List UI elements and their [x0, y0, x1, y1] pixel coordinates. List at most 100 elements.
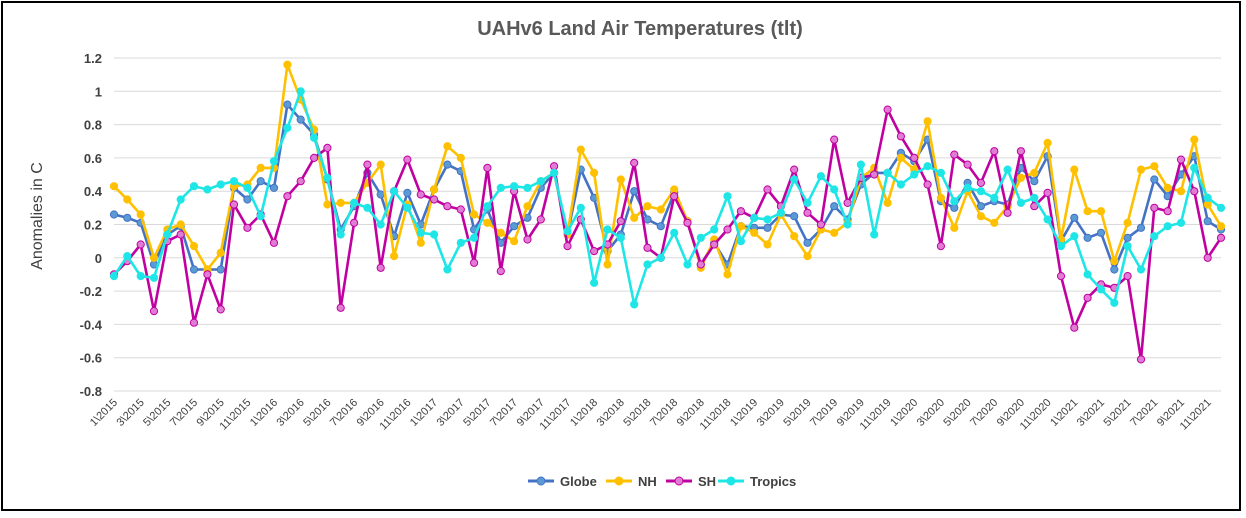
data-point [283, 100, 292, 109]
data-point [1016, 198, 1026, 207]
data-point [1136, 165, 1146, 174]
legend-marker [726, 476, 736, 486]
x-tick-label: 5\2019 [781, 397, 813, 429]
data-point [1150, 175, 1159, 184]
data-point [616, 233, 625, 242]
data-point [229, 200, 239, 209]
data-point [1083, 207, 1092, 216]
data-point [643, 260, 652, 269]
data-point [870, 230, 879, 239]
data-point [1096, 285, 1106, 294]
data-point [1176, 155, 1186, 164]
data-point [229, 177, 239, 186]
data-point [910, 170, 919, 179]
x-tick-label: 3\2021 [1075, 397, 1107, 429]
data-point [336, 230, 345, 239]
data-point [189, 265, 199, 274]
data-point [1136, 223, 1146, 232]
data-point [176, 220, 185, 229]
data-point [483, 163, 492, 172]
data-point [456, 238, 465, 247]
data-point [216, 305, 225, 314]
data-point [123, 213, 132, 222]
data-point [149, 307, 159, 316]
data-point [1070, 323, 1079, 332]
data-point [483, 218, 492, 227]
data-point [216, 265, 225, 274]
x-tick-label: 5\2021 [1101, 397, 1133, 429]
data-point [443, 142, 452, 151]
series-tropics [109, 87, 1226, 309]
data-point [470, 233, 479, 242]
data-point [883, 105, 892, 114]
data-point [830, 185, 839, 194]
y-tick-label: -0.2 [80, 284, 102, 299]
data-point [750, 228, 759, 237]
data-point [790, 175, 799, 184]
data-point [603, 260, 612, 269]
data-point [590, 168, 599, 177]
data-point [456, 153, 465, 162]
legend-item-sh: SH [666, 474, 716, 489]
data-point [670, 228, 679, 237]
legend-label: Globe [560, 474, 597, 489]
data-point [763, 215, 772, 224]
data-point [1190, 163, 1199, 172]
y-tick-label: 1.2 [84, 51, 102, 66]
data-point [323, 200, 332, 209]
data-point [883, 198, 892, 207]
data-point [990, 218, 999, 227]
data-point [136, 240, 145, 249]
data-point [763, 185, 772, 194]
x-tick-label: 1\2016 [248, 397, 280, 429]
data-point [563, 227, 572, 236]
data-point [283, 192, 292, 201]
data-point [1163, 207, 1172, 216]
data-point [296, 177, 305, 186]
data-point [950, 223, 959, 232]
data-point [296, 115, 305, 124]
data-point [443, 265, 452, 274]
data-point [656, 253, 665, 262]
data-point [936, 193, 946, 202]
data-point [1030, 193, 1039, 202]
legend-item-globe: Globe [528, 474, 597, 489]
data-point [723, 225, 732, 234]
data-point [950, 197, 959, 206]
data-point [923, 117, 932, 126]
data-point [816, 220, 826, 229]
data-point [976, 212, 986, 221]
data-point [656, 205, 665, 214]
data-point [109, 182, 119, 191]
data-point [123, 195, 132, 204]
data-point [1190, 187, 1199, 196]
data-point [723, 270, 732, 279]
y-tick-label: 0 [95, 251, 102, 266]
data-point [256, 163, 265, 172]
data-point [1056, 242, 1066, 251]
x-tick-label: 3\2016 [275, 397, 307, 429]
series-sh [109, 105, 1226, 364]
data-point [149, 253, 159, 262]
y-tick-label: 0.2 [84, 218, 102, 233]
y-tick-label: -0.8 [80, 384, 102, 399]
data-point [416, 238, 425, 247]
legend-marker [536, 476, 546, 486]
data-point [710, 240, 719, 249]
data-point [643, 243, 652, 252]
data-point [656, 222, 665, 231]
data-point [1150, 232, 1159, 241]
data-point [1203, 193, 1212, 202]
x-tick-label: 5\2018 [621, 397, 653, 429]
legend-item-nh: NH [606, 474, 657, 489]
data-point [710, 225, 719, 234]
data-point [870, 170, 879, 179]
y-axis-ticks: 1.2 1 0.8 0.6 0.4 0.2 0 -0.2 -0.4 -0.6 -0.8 [80, 51, 103, 399]
data-point [536, 177, 545, 186]
data-point [376, 220, 385, 229]
data-point [736, 207, 746, 216]
data-point [936, 168, 946, 177]
data-point [443, 202, 452, 211]
data-point [1110, 298, 1119, 307]
data-point [816, 172, 826, 181]
